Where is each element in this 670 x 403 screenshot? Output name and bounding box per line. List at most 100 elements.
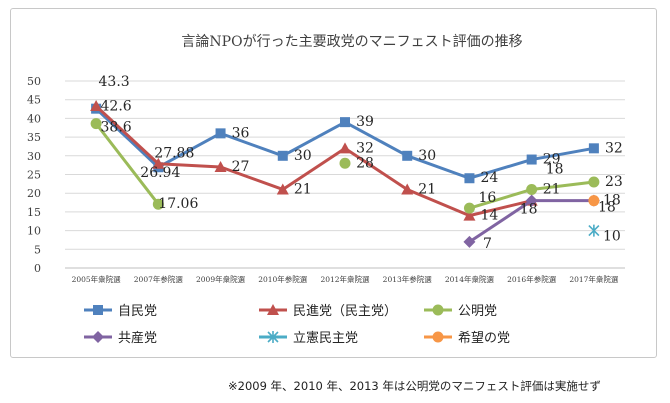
data-point [276, 183, 289, 195]
data-label: 38.6 [101, 120, 132, 136]
data-label: 14 [481, 208, 499, 224]
data-point [464, 173, 475, 184]
data-point [588, 143, 599, 154]
data-label: 17.06 [158, 196, 198, 212]
data-point [339, 142, 351, 154]
legend-label: 立憲民主党 [293, 330, 358, 346]
y-tick-label: 10 [27, 225, 41, 238]
axes: 0 5 10 15 20 25 30 35 40 45 50 2005年衆院選 2007年参院選 2009… [27, 75, 625, 284]
x-tick-label: 2012年衆院選 [320, 274, 370, 284]
data-label: 27.88 [154, 146, 194, 162]
data-label: 36 [232, 125, 250, 141]
y-tick-label: 5 [34, 243, 41, 256]
y-tick-label: 40 [27, 112, 41, 125]
series-line-segment [94, 107, 160, 169]
chart-title: 言論NPOが行った主要政党のマニフェスト評価の推移 [181, 34, 522, 50]
y-tick-label: 20 [27, 187, 41, 200]
series-line-segment [530, 146, 596, 162]
data-point [339, 157, 351, 169]
x-tick-label: 2013年参院選 [383, 274, 433, 284]
y-tick-label: 30 [27, 150, 41, 163]
data-point [588, 195, 600, 207]
data-point [463, 235, 476, 248]
data-point [277, 150, 288, 161]
data-label: 32 [356, 140, 374, 156]
data-label: 24 [481, 170, 499, 186]
data-point [588, 224, 600, 237]
data-label: 30 [418, 148, 436, 164]
legend-marker [92, 331, 104, 343]
legend-label: 希望の党 [458, 330, 510, 346]
series-2 [90, 118, 600, 214]
x-tick-label: 2010年参院選 [258, 274, 308, 284]
series-5 [588, 195, 600, 207]
legend-label: 共産党 [118, 330, 157, 346]
y-tick-label: 25 [27, 169, 41, 182]
data-label: 18 [546, 162, 564, 178]
data-label: 23 [605, 174, 623, 190]
series-line-segment [281, 146, 347, 191]
data-point [214, 161, 227, 173]
data-label: 21 [418, 181, 436, 197]
data-label: 39 [356, 114, 374, 130]
series-line-segment [281, 120, 347, 158]
data-label: 21 [543, 181, 561, 197]
series-line-segment [467, 158, 534, 180]
data-point [588, 176, 600, 188]
data-label: 43.3 [99, 74, 130, 90]
data-point [402, 150, 413, 161]
data-point [215, 128, 226, 139]
y-tick-label: 45 [27, 94, 41, 107]
footnote: ※2009 年、2010 年、2013 年は公明党のマニフェスト評価は実施せず [228, 379, 601, 393]
legend-item: 自民党 [84, 304, 157, 319]
series-lines [90, 100, 600, 248]
data-label: 16 [479, 190, 497, 206]
x-tick-label: 2016年参院選 [507, 274, 557, 284]
series-line-segment [94, 104, 160, 166]
data-label: 18 [598, 200, 616, 216]
data-point [463, 202, 475, 214]
y-tick-label: 50 [27, 75, 41, 88]
series-line-segment [405, 154, 471, 180]
data-label: 28 [356, 155, 374, 171]
x-tick-label: 2014年衆院選 [445, 274, 495, 284]
legend-label: 公明党 [458, 304, 497, 319]
legend-marker [267, 331, 279, 343]
series-line-segment [467, 187, 534, 210]
legend-marker [267, 304, 279, 315]
x-tick-label: 2007年参院選 [134, 274, 184, 284]
series-line-segment [343, 146, 409, 191]
series-line-segment [467, 199, 534, 244]
series-4 [588, 224, 600, 237]
legend-item: 公明党 [424, 304, 497, 319]
legend-item: 民進党（民主党） [259, 304, 397, 319]
data-point [340, 117, 350, 128]
data-label: 18 [603, 193, 621, 209]
data-label: 18 [520, 202, 538, 218]
legend-marker [93, 305, 103, 315]
y-tick-label: 35 [27, 131, 41, 144]
data-point [152, 198, 164, 210]
legend-item: 立憲民主党 [259, 330, 358, 346]
y-tick-label: 15 [27, 206, 41, 219]
series-0 [91, 103, 599, 184]
data-point [525, 194, 538, 207]
data-label: 7 [483, 236, 492, 252]
data-point [152, 157, 165, 169]
legend-label: 自民党 [118, 304, 157, 319]
x-tick-label: 2017年衆院選 [569, 274, 619, 284]
y-tick-label: 0 [34, 262, 41, 275]
x-tick-label: 2009年衆院選 [196, 274, 246, 284]
series-line-segment [156, 162, 223, 169]
data-label: 32 [605, 140, 623, 156]
data-point [526, 183, 538, 195]
data-label: 21 [294, 181, 312, 197]
legend-item: 希望の党 [424, 330, 510, 346]
data-label: 10 [603, 229, 621, 245]
series-line-segment [467, 199, 534, 218]
legend-item: 共産党 [84, 330, 157, 346]
data-point [90, 100, 103, 112]
series-line-segment [405, 187, 471, 218]
